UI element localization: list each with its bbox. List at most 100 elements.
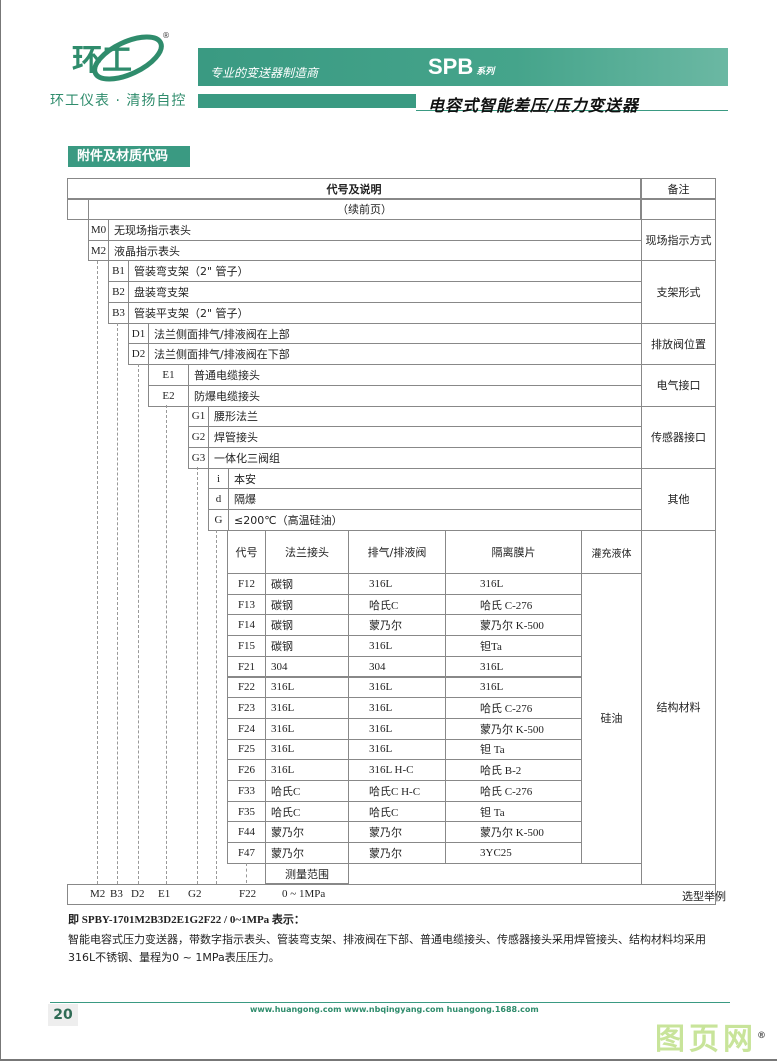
material-column-header: 灌充液体 [581, 530, 642, 574]
option-code: i [208, 467, 229, 490]
code-guide-line [117, 323, 118, 884]
brand-tagline: 环工仪表 · 清扬自控 [50, 93, 187, 109]
material-cell: F26 [227, 759, 266, 781]
table-header-main: 代号及说明 [67, 178, 641, 199]
range-label: 测量范围 [265, 862, 349, 885]
example-note-body: 智能电容式压力变送器，带数字指示表头、管装弯支架、排液阀在下部、普通电缆接头、传… [68, 933, 706, 964]
header-accent-bar [198, 94, 416, 108]
material-cell: F25 [227, 738, 266, 761]
table-corner-cell [67, 198, 89, 220]
page-border-bottom [0, 1059, 777, 1061]
material-cell: F22 [227, 676, 266, 699]
material-cell: 蒙乃尔 K-500 [445, 717, 582, 740]
material-cell: 哈氏C [265, 800, 349, 823]
material-cell: F44 [227, 821, 266, 844]
material-cell: F47 [227, 842, 266, 864]
option-code: B3 [108, 301, 129, 324]
page-border-left [0, 0, 1, 1061]
example-code: G2 [188, 887, 202, 900]
material-cell: F33 [227, 780, 266, 802]
option-description: 盘装弯支架 [128, 281, 642, 303]
option-description: 焊管接头 [208, 426, 642, 449]
material-cell: F15 [227, 635, 266, 657]
series-suffix: 系列 [476, 66, 495, 76]
option-description: 防爆电缆接头 [188, 384, 642, 407]
option-description: 管装弯支架（2" 管子） [128, 260, 642, 283]
option-code: B2 [108, 281, 129, 303]
material-cell: 碳钢 [265, 573, 349, 595]
remark-cell: 传感器接口 [641, 405, 716, 469]
option-code: B1 [108, 260, 129, 283]
option-code: E2 [148, 384, 189, 407]
material-cell: 316L [348, 676, 446, 699]
material-column-header: 代号 [227, 530, 266, 574]
option-code: D2 [128, 343, 149, 366]
material-cell: 316L [348, 738, 446, 761]
example-code: F22 [239, 887, 257, 900]
code-guide-line [197, 467, 198, 884]
option-description: 腰形法兰 [208, 405, 642, 428]
material-cell: 316L [445, 676, 582, 699]
material-cell: F35 [227, 800, 266, 823]
material-cell: 316L [348, 717, 446, 740]
material-cell: 316L [348, 635, 446, 657]
example-range: 0 ~ 1MPa [282, 887, 326, 900]
code-guide-line [166, 405, 167, 884]
option-code: G [208, 509, 229, 531]
material-cell: 碳钢 [265, 635, 349, 657]
remark-cell: 电气接口 [641, 364, 716, 407]
material-cell: 蒙乃尔 [348, 821, 446, 844]
code-guide-line [246, 862, 247, 884]
material-column-header: 法兰接头 [265, 530, 349, 574]
material-cell: 钽Ta [445, 635, 582, 657]
section-title: 附件及材质代码 [68, 146, 190, 167]
remark-cell-materials: 结构材料 [641, 530, 716, 885]
code-guide-line [216, 530, 217, 884]
option-description: 隔爆 [228, 488, 642, 511]
svg-text:环工: 环工 [72, 43, 132, 78]
material-cell: 304 [348, 655, 446, 678]
code-guide-line [97, 261, 98, 884]
option-code: G3 [188, 447, 209, 469]
material-cell: 钽 Ta [445, 800, 582, 823]
material-cell: 钽 Ta [445, 738, 582, 761]
material-cell: 哈氏 C-276 [445, 697, 582, 719]
remark-cell: 支架形式 [641, 260, 716, 324]
material-cell: 蒙乃尔 [348, 842, 446, 864]
material-cell: 316L [265, 759, 349, 781]
series-name: SPB 系列 [428, 54, 494, 80]
remark-cell: 现场指示方式 [641, 219, 716, 262]
option-code: d [208, 488, 229, 511]
fill-fluid-cell: 硅油 [581, 573, 642, 864]
header-accent-line [416, 110, 728, 111]
option-code: G2 [188, 426, 209, 449]
material-cell: 蒙乃尔 K-500 [445, 821, 582, 844]
continued-label: （续前页） [88, 198, 641, 220]
option-description: 法兰侧面排气/排液阀在下部 [148, 343, 642, 366]
remark-cell: 排放阀位置 [641, 322, 716, 366]
material-cell: 316L [265, 738, 349, 761]
example-remark: 选型举例 [682, 889, 726, 903]
remark-cell-empty [641, 198, 716, 220]
material-cell: F21 [227, 655, 266, 678]
material-cell: 碳钢 [265, 614, 349, 637]
material-cell: 316L [445, 655, 582, 678]
material-cell: F24 [227, 717, 266, 740]
slogan: 专业的变送器制造商 [210, 66, 319, 80]
example-code: E1 [158, 887, 171, 900]
option-description: 无现场指示表头 [108, 219, 642, 241]
material-cell: F13 [227, 593, 266, 616]
option-description: 一体化三阀组 [208, 447, 642, 469]
material-cell: 304 [265, 655, 349, 678]
material-cell: F12 [227, 573, 266, 595]
watermark-text: 图页网 [655, 1022, 757, 1057]
remark-cell: 其他 [641, 467, 716, 531]
footer-urls: www.huangong.com www.nbqingyang.com huan… [250, 1005, 539, 1014]
material-cell: 316L H-C [348, 759, 446, 781]
material-cell: 碳钢 [265, 593, 349, 616]
watermark-logo: 图页网® [655, 1022, 770, 1057]
example-note-title: 即 SPBY-1701M2B3D2E1G2F22 / 0~1MPa 表示： [68, 914, 305, 926]
material-cell: 316L [348, 697, 446, 719]
svg-text:®: ® [162, 31, 170, 40]
option-description: 普通电缆接头 [188, 364, 642, 386]
